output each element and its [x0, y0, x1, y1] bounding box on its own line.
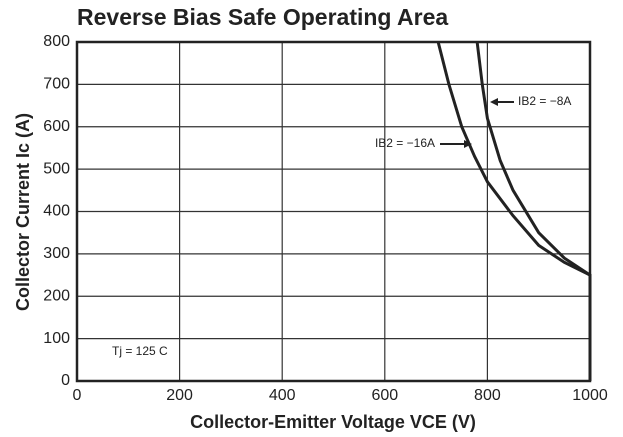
series-label: IB2 = −16A	[375, 136, 435, 150]
arrow-head	[490, 98, 498, 106]
x-tick-label: 200	[166, 387, 193, 404]
x-tick-label: 800	[474, 387, 501, 404]
y-tick-label: 700	[43, 76, 70, 93]
arrow-head	[464, 140, 472, 148]
curve	[436, 41, 592, 381]
y-axis-label: Collector Current Ic (A)	[13, 113, 33, 311]
series-label: IB2 = −8A	[518, 94, 571, 108]
chart-title: Reverse Bias Safe Operating Area	[77, 4, 448, 30]
y-tick-label: 200	[43, 287, 70, 304]
y-tick-label: 0	[61, 372, 70, 389]
y-tick-label: 400	[43, 203, 70, 220]
x-tick-label: 1000	[572, 387, 608, 404]
y-tick-label: 500	[43, 160, 70, 177]
annotation: Tj = 125 C	[112, 344, 168, 358]
y-tick-label: 800	[43, 33, 70, 50]
x-tick-label: 0	[73, 387, 82, 404]
plot-frame	[75, 40, 592, 383]
x-tick-label: 400	[269, 387, 296, 404]
x-tick-label: 600	[371, 387, 398, 404]
y-tick-label: 100	[43, 330, 70, 347]
y-tick-label: 600	[43, 118, 70, 135]
curve	[475, 41, 592, 381]
x-axis-label: Collector-Emitter Voltage VCE (V)	[190, 412, 476, 432]
y-tick-label: 300	[43, 245, 70, 262]
